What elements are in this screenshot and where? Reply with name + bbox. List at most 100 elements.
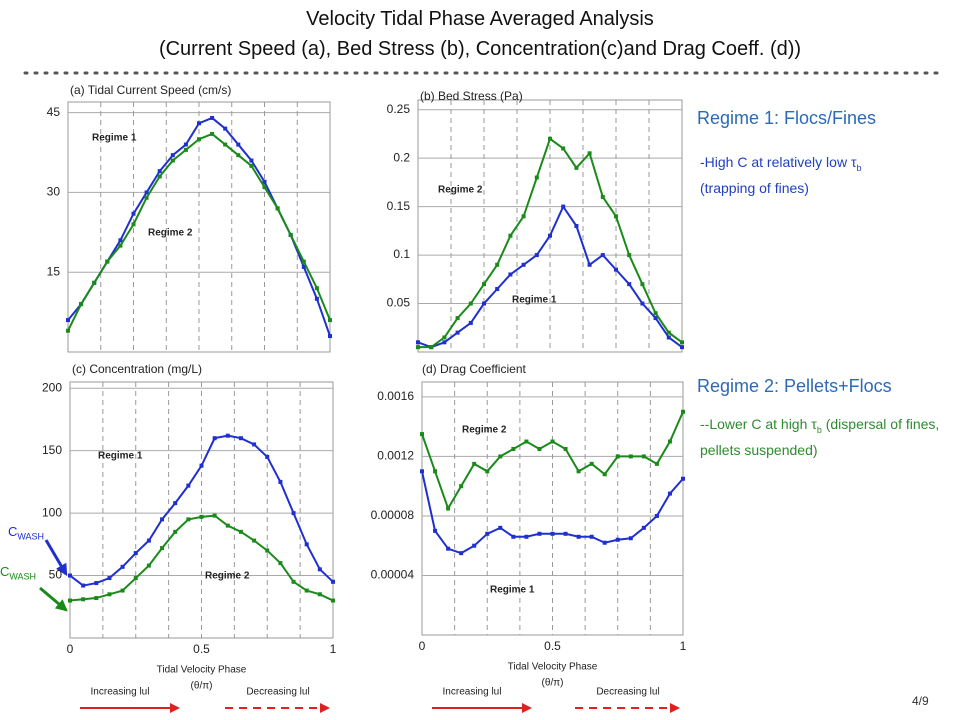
series-marker <box>118 243 123 248</box>
series-marker <box>301 259 306 264</box>
series-marker <box>681 409 685 414</box>
series-marker <box>482 282 486 287</box>
series-marker <box>508 233 513 238</box>
series-marker <box>627 253 632 258</box>
series-marker <box>146 538 151 543</box>
series-marker <box>459 484 464 489</box>
series-marker <box>485 531 490 536</box>
phase-label: Increasing lul <box>443 687 502 698</box>
series-marker <box>628 536 633 541</box>
series-marker <box>524 439 529 444</box>
series-marker <box>627 282 632 287</box>
x-tick-label: 0 <box>67 642 74 656</box>
series-marker <box>146 563 151 568</box>
title: Velocity Tidal Phase Averaged Analysis <box>306 8 654 30</box>
series-marker <box>238 529 243 534</box>
series-marker <box>600 253 605 258</box>
series-marker <box>495 262 500 267</box>
series-marker <box>291 511 296 516</box>
series-marker <box>304 588 309 593</box>
annotation: Regime 2 <box>438 185 483 196</box>
series-marker <box>561 146 566 151</box>
series-marker <box>157 174 162 179</box>
series-marker <box>183 147 188 152</box>
series-marker <box>420 432 424 437</box>
y-tick-label: 30 <box>47 185 61 199</box>
series-marker <box>291 579 296 584</box>
series-marker <box>614 214 618 219</box>
series-marker <box>225 433 230 438</box>
series-marker <box>120 564 125 569</box>
series-marker <box>420 469 424 474</box>
x-axis-label: (θ/π) <box>191 681 213 692</box>
y-tick-label: 0.0016 <box>377 389 414 403</box>
series-marker <box>446 546 451 551</box>
series-marker <box>238 436 243 441</box>
y-tick-label: 0.0012 <box>377 449 414 463</box>
series-marker <box>563 531 568 536</box>
series-marker <box>602 540 607 545</box>
cwash-arrow <box>44 539 68 577</box>
series-marker <box>615 454 620 459</box>
series-marker <box>524 534 529 539</box>
cwash-arrow <box>39 586 68 612</box>
series-marker <box>550 439 555 444</box>
page-number: 4/9 <box>912 694 929 708</box>
series-marker <box>252 442 257 447</box>
annotation: Regime 2 <box>205 571 250 582</box>
y-tick-label: 0.00008 <box>371 508 415 522</box>
series-marker <box>304 542 309 547</box>
annotation: Regime 1 <box>490 585 535 596</box>
series-marker <box>186 483 191 488</box>
x-tick-label: 0.5 <box>193 642 210 656</box>
series-marker <box>653 311 658 316</box>
series-marker <box>265 548 270 553</box>
series-marker <box>468 301 473 306</box>
text: WASH <box>17 531 45 542</box>
y-tick-label: 0.1 <box>393 247 410 261</box>
chart-title: (b) Bed Stress (Pa) <box>420 89 523 103</box>
series-marker <box>602 472 607 477</box>
series-marker <box>133 551 138 556</box>
series-marker <box>317 567 322 572</box>
series-marker <box>105 259 110 264</box>
series-marker <box>236 153 241 158</box>
y-tick-label: 200 <box>42 380 62 394</box>
series-marker <box>210 131 215 136</box>
series-marker <box>563 446 568 451</box>
series-marker <box>79 302 84 307</box>
series-marker <box>131 211 136 216</box>
series-marker <box>275 206 280 211</box>
series-marker <box>160 546 165 551</box>
series-marker <box>455 316 460 321</box>
series-marker <box>331 598 335 603</box>
series-marker <box>212 436 217 441</box>
series-marker <box>548 233 552 238</box>
series-marker <box>157 169 162 174</box>
series-marker <box>654 461 659 466</box>
text: b <box>856 162 862 173</box>
series-marker <box>615 537 620 542</box>
series-marker <box>288 232 293 237</box>
series-marker <box>485 469 490 474</box>
phase-label: Increasing lul <box>91 687 150 698</box>
series-marker <box>94 581 99 586</box>
series-marker <box>223 126 228 131</box>
series-marker <box>600 194 605 199</box>
series-marker <box>495 287 500 291</box>
series-marker <box>68 598 72 603</box>
y-tick-label: 15 <box>47 264 61 278</box>
y-tick-label: 150 <box>42 443 62 457</box>
series-marker <box>68 573 72 578</box>
series-marker <box>667 439 672 444</box>
series-marker <box>278 561 283 566</box>
series-marker <box>223 142 228 147</box>
series-marker <box>641 525 646 530</box>
series-marker <box>66 318 70 323</box>
text: -High C at relatively low τ <box>700 154 857 170</box>
x-tick-label: 0 <box>419 639 426 653</box>
cwash-label: CWASH <box>0 564 36 582</box>
annotation: Regime 2 <box>462 425 507 436</box>
series-marker <box>561 204 566 209</box>
